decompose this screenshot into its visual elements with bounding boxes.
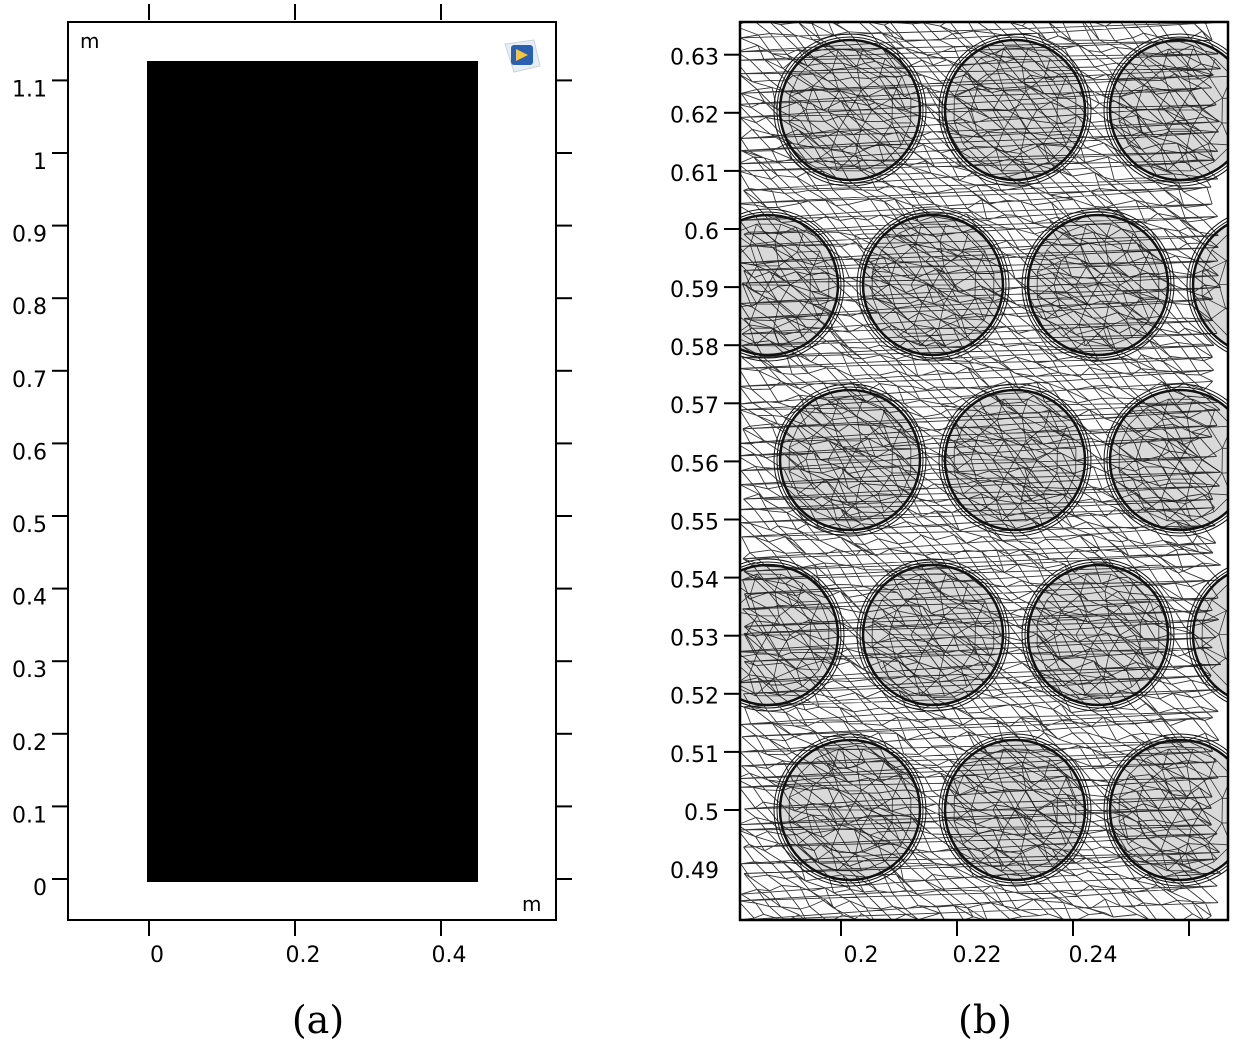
y-tick-label: 0.6 — [12, 440, 47, 465]
y-tick-label: 0.5 — [12, 513, 47, 538]
panel-a-unit-bottom: m — [522, 892, 541, 916]
y-tick-label: 0.57 — [670, 394, 719, 419]
panel-a-x-axis: 0 0.2 0.4 — [148, 4, 467, 968]
x-tick-label: 0.24 — [1069, 943, 1118, 968]
y-tick-label: 0.62 — [670, 104, 719, 129]
y-tick-label: 0.5 — [684, 801, 719, 826]
boundary-layer-ring — [1106, 36, 1228, 184]
y-tick-label: 0.59 — [670, 278, 719, 303]
y-tick-label: 0 — [33, 876, 47, 901]
boundary-layer-ring — [1189, 220, 1228, 350]
y-tick-label: 0.55 — [670, 510, 719, 535]
x-tick-label: 0.2 — [844, 943, 879, 968]
panel-b-frame — [738, 20, 1230, 922]
y-tick-label: 0.63 — [670, 46, 719, 71]
boundary-layer-ring — [776, 386, 924, 534]
panel-b-y-axis: 0.49 0.5 0.51 0.52 0.53 0.54 0.55 0.56 0.57 0.58 0… — [670, 46, 740, 884]
boundary-layer-ring — [1024, 561, 1172, 709]
comsol-logo-icon — [504, 39, 541, 73]
y-tick-label: 0.7 — [12, 368, 47, 393]
y-tick-label: 1.1 — [12, 77, 47, 102]
y-tick-label: 0.53 — [670, 627, 719, 652]
panel-b-caption: (b) — [958, 998, 1012, 1042]
x-tick-label: 0.22 — [953, 943, 1002, 968]
y-tick-label: 0.52 — [670, 685, 719, 710]
panel-a: 0 0.2 0.4 0 0.1 0.2 0.3 0.4 0.5 0.6 0.7 0.8 0.9 1 1.1… — [12, 4, 572, 1042]
x-tick-label: 0 — [150, 943, 164, 968]
y-tick-label: 1 — [33, 150, 47, 175]
panel-a-caption: (a) — [292, 998, 344, 1042]
boundary-layer-ring — [1186, 566, 1228, 704]
y-tick-label: 0.9 — [12, 223, 47, 248]
y-tick-label: 0.2 — [12, 731, 47, 756]
y-tick-label: 0.51 — [670, 743, 719, 768]
panel-b-x-axis: 0.2 0.22 0.24 — [840, 920, 1190, 968]
y-tick-label: 0.54 — [670, 569, 719, 594]
y-tick-label: 0.3 — [12, 658, 47, 683]
y-tick-label: 0.1 — [12, 803, 47, 828]
geometry-domain — [147, 61, 478, 882]
boundary-layer-ring — [773, 383, 927, 537]
boundary-layer-ring — [1186, 216, 1228, 354]
y-tick-label: 0.58 — [670, 336, 719, 361]
y-tick-label: 0.49 — [670, 859, 719, 884]
boundary-layer-ring — [856, 558, 1010, 712]
y-tick-label: 0.56 — [670, 452, 719, 477]
boundary-layer-ring — [859, 561, 1007, 709]
y-tick-label: 0.61 — [670, 162, 719, 187]
y-tick-label: 0.8 — [12, 295, 47, 320]
boundary-layer-ring — [740, 211, 842, 359]
boundary-layer-ring — [776, 36, 924, 184]
boundary-layer-ring — [1021, 558, 1175, 712]
boundary-layer-ring — [941, 36, 1089, 184]
panel-a-y-axis: 0 0.1 0.2 0.3 0.4 0.5 0.6 0.7 0.8 0.9 1 1.1 — [12, 77, 572, 901]
boundary-layer-ring — [938, 733, 1092, 887]
boundary-layer-ring — [740, 561, 842, 709]
panel-a-unit-top: m — [80, 29, 99, 53]
boundary-layer-ring — [1189, 570, 1228, 700]
y-tick-label: 0.6 — [684, 220, 719, 245]
y-tick-label: 0.4 — [12, 586, 47, 611]
x-tick-label: 0.4 — [432, 943, 467, 968]
panel-b: 0.2 0.22 0.24 0.490.50.510.520.530.540.550… — [670, 20, 1230, 1042]
x-tick-label: 0.2 — [286, 943, 321, 968]
boundary-layer-ring — [776, 736, 924, 884]
boundary-layer-ring — [856, 208, 1010, 362]
boundary-layer-ring — [941, 736, 1089, 884]
